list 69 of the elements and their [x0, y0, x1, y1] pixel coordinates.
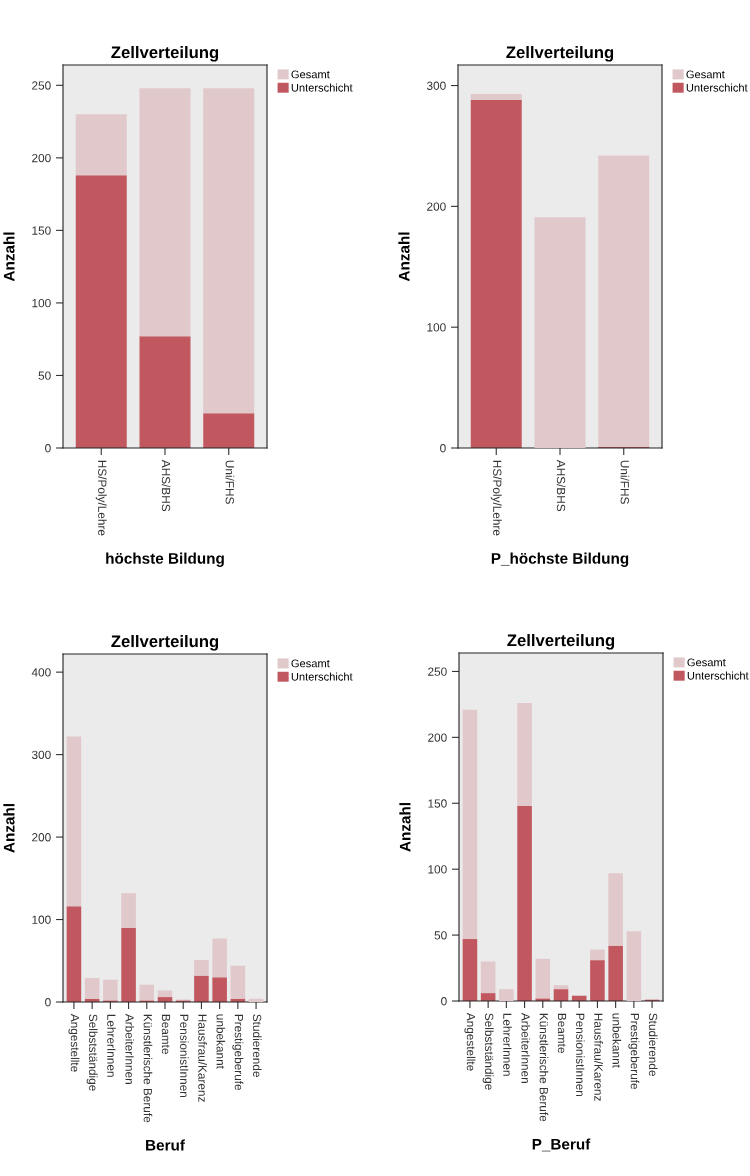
- x-tick-label: HS/Poly/Lehre: [95, 460, 107, 536]
- x-tick-label: Studierende: [252, 1014, 262, 1077]
- x-tick-label: Angestellte: [464, 1012, 476, 1071]
- y-tick-label: 0: [440, 444, 446, 453]
- legend-label: Gesamt: [686, 70, 725, 79]
- x-tick-label: Hausfrau/Karenz: [594, 1013, 603, 1101]
- x-tick-label: LehrerInnen: [503, 1013, 512, 1076]
- x-tick-label: HS/Poly/Lehre: [490, 460, 502, 536]
- x-tick-label: PensionistInnen: [180, 1014, 189, 1098]
- x-tick-label: Angestellte: [68, 1013, 80, 1072]
- x-tick-label: AHS/BHS: [161, 459, 171, 512]
- x-tick-label: Künstlerische Berufe: [143, 1014, 153, 1123]
- y-tick-label: 0: [441, 997, 447, 1006]
- x-tick-label: ArbeiterInnen: [521, 1012, 531, 1083]
- legend-label: Unterschicht: [686, 83, 748, 92]
- chart-title: Zellverteilung: [111, 634, 219, 651]
- x-tick-label: Selbstständige: [482, 1013, 494, 1090]
- y-tick-label: 150: [428, 799, 447, 808]
- y-tick-label: 200: [32, 833, 51, 842]
- y-axis-title: Anzahl: [398, 232, 410, 282]
- y-tick-label: 300: [31, 750, 51, 759]
- y-tick-label: 250: [32, 81, 51, 90]
- y-tick-label: 100: [32, 298, 51, 308]
- x-tick-label: Hausfrau/Karenz: [198, 1014, 207, 1102]
- y-tick-label: 100: [427, 323, 446, 332]
- y-tick-label: 200: [32, 153, 51, 163]
- x-tick-label: Selbstständige: [86, 1014, 98, 1091]
- x-tick-label: AHS/BHS: [556, 459, 566, 512]
- x-tick-label: unbekannt: [612, 1013, 622, 1068]
- x-axis-title: höchste Bildung: [106, 552, 224, 567]
- y-axis-title: Anzahl: [3, 232, 15, 282]
- legend-label: Gesamt: [687, 658, 726, 667]
- x-axis-title: P_höchste Bildung: [491, 552, 629, 567]
- x-tick-label: Uni/FHS: [225, 460, 235, 504]
- legend-label: Unterschicht: [291, 672, 353, 681]
- y-axis-title: Anzahl: [399, 803, 411, 852]
- y-tick-label: 150: [32, 226, 51, 235]
- y-tick-label: 200: [428, 733, 447, 742]
- x-axis-title: Beruf: [146, 1139, 185, 1151]
- x-tick-label: unbekannt: [216, 1014, 226, 1069]
- y-tick-label: 50: [434, 931, 447, 940]
- chart-title: Zellverteilung: [506, 45, 614, 62]
- x-tick-label: Studierende: [648, 1013, 658, 1076]
- legend-label: Unterschicht: [291, 83, 353, 92]
- x-tick-label: ArbeiterInnen: [125, 1013, 135, 1084]
- x-tick-label: PensionistInnen: [576, 1013, 585, 1097]
- legend-label: Gesamt: [291, 70, 330, 79]
- y-tick-label: 100: [428, 865, 447, 874]
- x-axis-title: P_Beruf: [532, 1138, 591, 1152]
- y-axis-title: Anzahl: [3, 804, 15, 853]
- x-tick-label: Uni/FHS: [620, 460, 630, 504]
- y-tick-label: 300: [426, 81, 446, 90]
- x-tick-label: Beamte: [161, 1014, 171, 1054]
- y-tick-label: 0: [45, 998, 51, 1007]
- y-tick-label: 100: [32, 915, 51, 924]
- x-tick-label: Prestigeberufe: [232, 1014, 244, 1091]
- x-tick-label: Beamte: [557, 1013, 567, 1053]
- x-tick-label: Prestigeberufe: [628, 1013, 640, 1090]
- chart-title: Zellverteilung: [111, 45, 219, 62]
- legend-label: Unterschicht: [687, 671, 749, 680]
- y-tick-label: 50: [38, 371, 51, 380]
- legend-label: Gesamt: [291, 659, 330, 668]
- y-tick-label: 400: [31, 668, 51, 677]
- y-tick-label: 0: [45, 444, 51, 453]
- chart-title: Zellverteilung: [507, 633, 615, 650]
- x-tick-label: LehrerInnen: [107, 1014, 116, 1077]
- y-tick-label: 250: [428, 667, 447, 676]
- x-tick-label: Künstlerische Berufe: [539, 1013, 549, 1122]
- y-tick-label: 200: [427, 202, 446, 211]
